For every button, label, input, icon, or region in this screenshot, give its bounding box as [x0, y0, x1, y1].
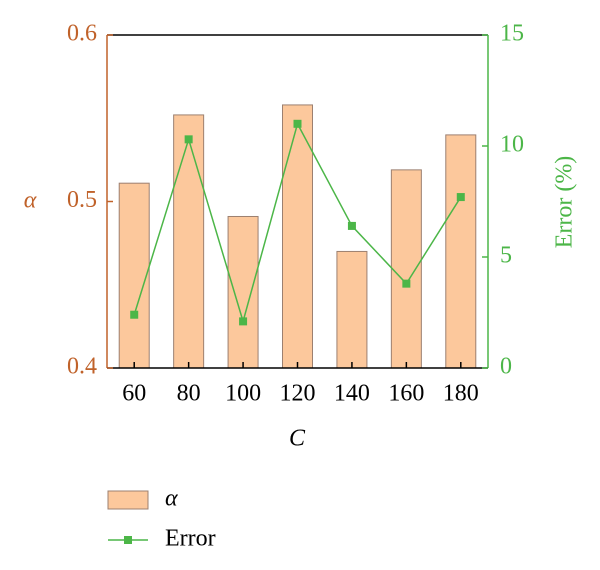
line-marker — [293, 119, 302, 128]
x-tick-label: 120 — [280, 381, 316, 407]
legend-label: Error — [165, 526, 216, 552]
y-tick-label: 0.5 — [67, 187, 97, 213]
legend-label: α — [165, 486, 178, 512]
x-tick-label: 140 — [334, 381, 370, 407]
y2-tick-label: 0 — [500, 354, 512, 380]
bar — [227, 215, 259, 369]
x-tick-label: 80 — [177, 381, 201, 407]
line-marker — [347, 221, 356, 230]
y2-tick-label: 15 — [500, 21, 524, 47]
x-tick-label: 60 — [122, 381, 146, 407]
bar — [282, 104, 313, 369]
x-tick-label: 180 — [443, 381, 479, 407]
line-marker — [402, 279, 411, 288]
line-marker — [456, 193, 465, 202]
y2-tick-label: 10 — [500, 132, 524, 158]
line-marker — [239, 317, 248, 326]
x-tick-label: 160 — [388, 381, 424, 407]
y-axis-label: α — [24, 188, 37, 214]
legend-swatch — [107, 490, 149, 510]
x-axis-label: C — [289, 426, 306, 452]
bar — [118, 182, 150, 369]
bar — [173, 114, 205, 369]
y-tick-label: 0.6 — [67, 21, 97, 47]
legend-marker — [124, 536, 132, 544]
line-marker — [184, 135, 193, 144]
line-marker — [130, 310, 139, 319]
bar — [445, 134, 477, 369]
y2-axis-label: Error (%) — [552, 156, 578, 249]
bar — [390, 169, 422, 369]
y2-tick-label: 5 — [500, 243, 512, 269]
bar — [336, 250, 368, 369]
y-tick-label: 0.4 — [67, 354, 97, 380]
x-tick-label: 100 — [225, 381, 261, 407]
